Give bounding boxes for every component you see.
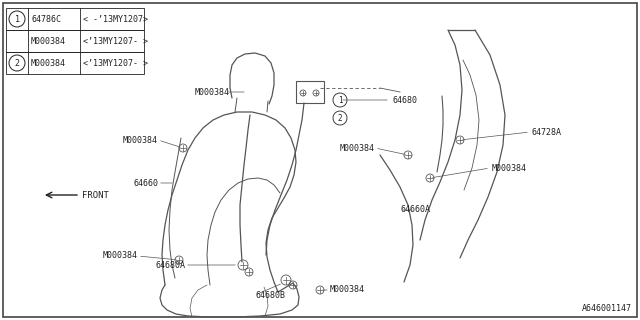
Text: 64728A: 64728A bbox=[532, 127, 562, 137]
Text: 64680A: 64680A bbox=[155, 260, 185, 269]
Text: 64680: 64680 bbox=[392, 95, 417, 105]
Bar bbox=[6, 52, 144, 74]
Bar bbox=[296, 81, 324, 103]
Text: 2: 2 bbox=[338, 114, 342, 123]
Text: A646001147: A646001147 bbox=[582, 304, 632, 313]
Text: M000384: M000384 bbox=[340, 143, 375, 153]
Text: 64680B: 64680B bbox=[255, 291, 285, 300]
Bar bbox=[6, 8, 144, 30]
Bar bbox=[6, 30, 144, 52]
Text: M000384: M000384 bbox=[123, 135, 158, 145]
Text: <’13MY1207- >: <’13MY1207- > bbox=[83, 36, 148, 45]
Text: 1: 1 bbox=[338, 95, 342, 105]
Text: M000384: M000384 bbox=[31, 36, 66, 45]
Text: 1: 1 bbox=[15, 14, 19, 23]
Text: <’13MY1207- >: <’13MY1207- > bbox=[83, 59, 148, 68]
Text: M000384: M000384 bbox=[31, 59, 66, 68]
Text: FRONT: FRONT bbox=[82, 190, 109, 199]
Text: M000384: M000384 bbox=[492, 164, 527, 172]
Text: M000384: M000384 bbox=[330, 285, 365, 294]
Text: 64660: 64660 bbox=[133, 179, 158, 188]
Text: M000384: M000384 bbox=[195, 87, 230, 97]
Text: 64786C: 64786C bbox=[31, 14, 61, 23]
Text: M000384: M000384 bbox=[103, 252, 138, 260]
Text: < -’13MY1207>: < -’13MY1207> bbox=[83, 14, 148, 23]
Text: 64660A: 64660A bbox=[400, 205, 430, 214]
Text: 2: 2 bbox=[15, 59, 19, 68]
